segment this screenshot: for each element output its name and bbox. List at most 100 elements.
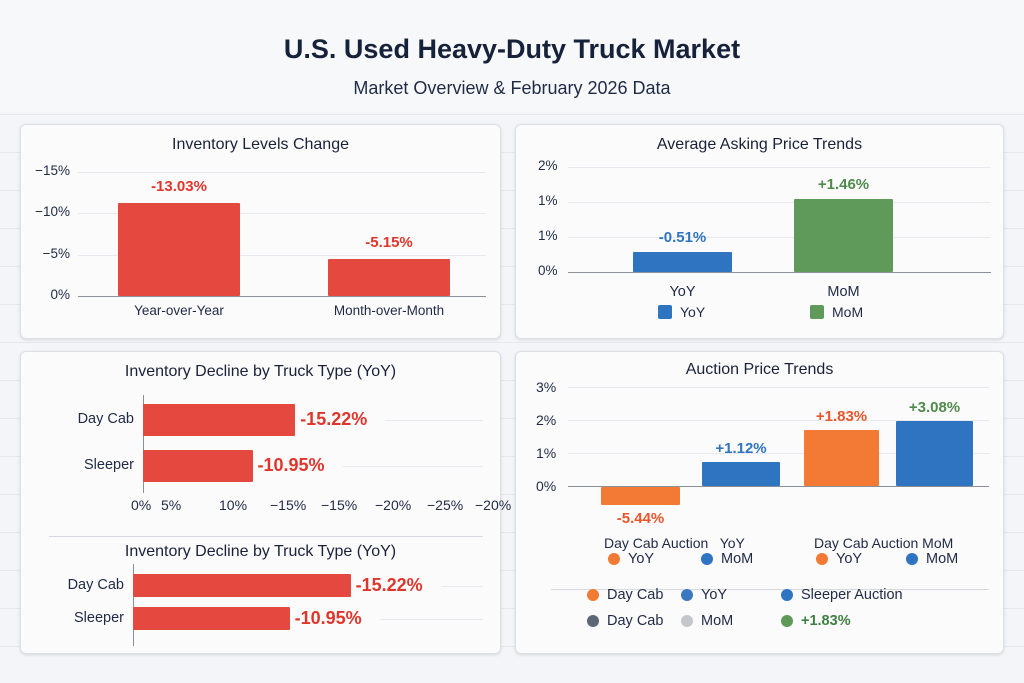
category-label: MoM [827, 284, 860, 300]
category-label: YoY [669, 284, 696, 300]
legend-dot-icon [701, 553, 713, 565]
gridline [78, 213, 486, 215]
group-label: Day Cab Auction MoM [814, 535, 954, 551]
bar [143, 404, 296, 436]
value-label: -10.95% [294, 607, 362, 628]
y-axis [143, 395, 144, 493]
value-label: -15.22% [300, 409, 368, 429]
truck-type-panel: Inventory Decline by Truck Type (YoY) In… [20, 351, 511, 654]
legend-item: MoM [810, 304, 863, 320]
x-tick-label: 10% [219, 497, 248, 513]
gridline [568, 420, 989, 421]
gridline [379, 618, 483, 620]
y-tick-label: 2% [536, 412, 557, 428]
gridline [568, 202, 991, 203]
value-label: +1.83% [815, 408, 868, 425]
value-label: -15.22% [355, 574, 423, 595]
value-label: +1.12% [715, 440, 767, 457]
legend-item: YoY [681, 587, 727, 603]
bar [133, 574, 351, 597]
group-label: Day Cab Auction YoY [604, 535, 745, 551]
y-tick-label: 0% [50, 286, 70, 302]
y-tick-label: 1% [536, 445, 557, 461]
legend-item: MoM [906, 551, 958, 567]
y-tick-label: 0% [538, 263, 558, 278]
legend-dot-icon [906, 553, 918, 565]
y-tick-label: 1% [538, 193, 558, 208]
chart-title: Auction Price Trends [685, 361, 834, 378]
legend-label: YoY [680, 304, 706, 320]
legend-label: MoM [701, 613, 734, 629]
legend-item: Day Cab [587, 587, 663, 603]
x-tick-label: 0% [131, 497, 152, 513]
x-tick-label: −20% [375, 497, 412, 513]
x-tick-label: 5% [161, 497, 182, 513]
category-label: Sleeper [74, 609, 124, 626]
x-axis [78, 296, 486, 297]
legend-item: MoM [681, 613, 733, 629]
bar [896, 421, 973, 486]
gridline [78, 254, 486, 256]
legend-dot-icon [681, 589, 693, 601]
x-tick-label: −20% [475, 497, 512, 513]
y-tick-label: −5% [42, 245, 70, 261]
asking-price-panel: Average Asking Price Trends 2% 1% 1% 0% -0.5… [515, 124, 1004, 339]
legend-dot-icon [608, 553, 620, 565]
x-tick-label: −15% [270, 497, 307, 513]
divider [49, 536, 483, 537]
legend-dot-icon [587, 589, 599, 601]
gridline [568, 453, 989, 454]
legend-item: Sleeper Auction [781, 587, 903, 603]
legend-item: MoM [701, 551, 753, 567]
legend-item: Day Cab [587, 613, 663, 629]
category-label: Day Cab [67, 576, 124, 593]
y-tick-label: −15% [35, 163, 70, 178]
value-label: -5.44% [616, 510, 665, 527]
legend-dot-icon [816, 553, 828, 565]
y-tick-label: 0% [536, 478, 557, 494]
legend-label: Sleeper Auction [801, 587, 903, 603]
legend-dot-icon [587, 615, 599, 627]
value-label: +3.08% [908, 399, 961, 416]
legend-label: MoM [721, 551, 754, 567]
legend-swatch-icon [658, 305, 672, 319]
value-label: -5.15% [365, 234, 413, 252]
legend-label: MoM [832, 304, 864, 320]
gridline [568, 237, 991, 238]
legend-label: +1.83% [801, 613, 851, 629]
gridline [342, 466, 483, 467]
bar [328, 259, 450, 296]
legend-dot-icon [781, 589, 793, 601]
x-tick-label: −25% [427, 497, 464, 513]
x-axis [568, 486, 989, 487]
legend-item: +1.83% [781, 613, 851, 629]
gridline [385, 420, 483, 421]
category-label: Day Cab [77, 411, 134, 427]
legend-label: YoY [628, 551, 655, 567]
category-label: Sleeper [84, 457, 134, 473]
bar [702, 462, 780, 486]
gridline [568, 387, 989, 388]
divider [551, 589, 989, 590]
legend-swatch-icon [810, 305, 824, 319]
chart-title-2: Inventory Decline by Truck Type (YoY) [124, 543, 397, 560]
legend-label: Day Cab [607, 613, 664, 629]
legend-item: YoY [608, 551, 654, 567]
category-label: Year-over-Year [134, 303, 224, 318]
bar [804, 430, 879, 486]
x-tick-label: −15% [321, 497, 358, 513]
bar [143, 450, 253, 482]
bar [118, 203, 240, 296]
bar [601, 487, 680, 505]
category-label: Month-over-Month [333, 303, 445, 318]
legend-label: YoY [701, 587, 728, 603]
value-label: +1.46% [817, 176, 870, 194]
chart-title: Inventory Levels Change [172, 136, 349, 153]
chart-title: Inventory Decline by Truck Type (YoY) [124, 363, 397, 380]
inventory-levels-panel: Inventory Levels Change −15% −10% −5% 0% -13… [20, 124, 501, 339]
gridline [440, 585, 483, 587]
y-tick-label: −10% [35, 204, 70, 220]
value-label: -13.03% [151, 178, 207, 196]
page-title: U.S. Used Heavy-Duty Truck Market [283, 34, 741, 64]
legend-dot-icon [781, 615, 793, 627]
